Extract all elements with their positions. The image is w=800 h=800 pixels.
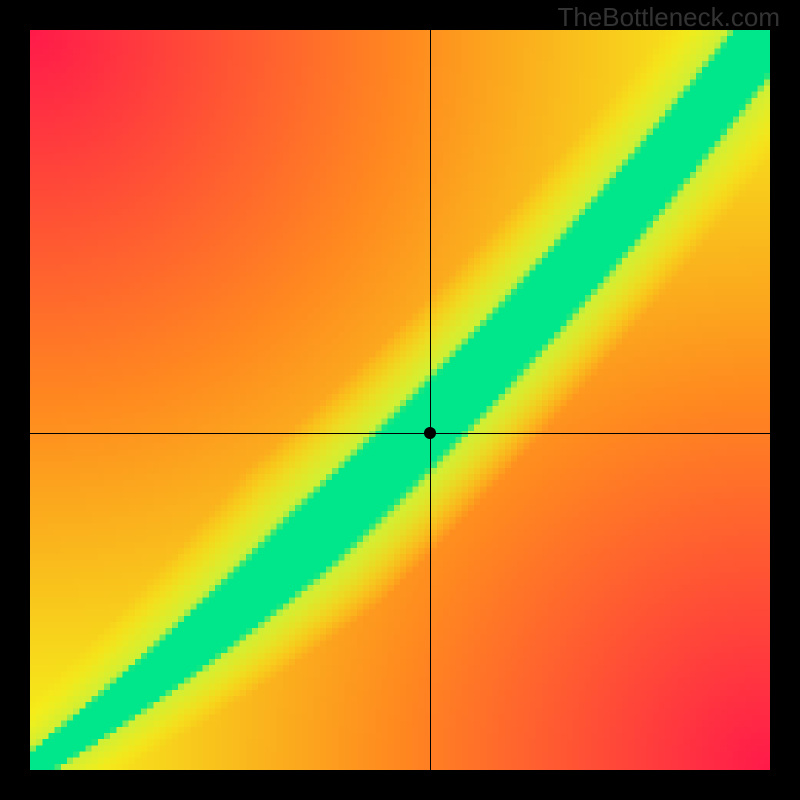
watermark-text: TheBottleneck.com: [557, 2, 780, 33]
bottleneck-heatmap: [30, 30, 770, 770]
crosshair-horizontal: [30, 433, 770, 434]
chart-container: TheBottleneck.com: [0, 0, 800, 800]
plot-area: [30, 30, 770, 770]
crosshair-vertical: [430, 30, 431, 770]
crosshair-marker: [424, 427, 436, 439]
